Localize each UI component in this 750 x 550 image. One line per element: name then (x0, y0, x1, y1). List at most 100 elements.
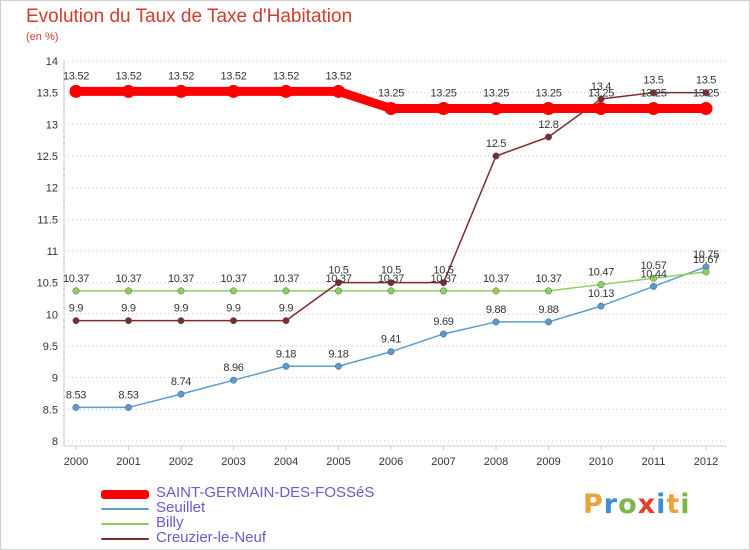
data-label: 9.18 (328, 348, 348, 360)
data-point (332, 84, 345, 98)
data-point (594, 102, 608, 115)
data-label: 10.57 (640, 260, 666, 272)
data-point (387, 348, 395, 356)
data-point (647, 102, 660, 115)
data-point (542, 102, 555, 115)
data-point (492, 152, 500, 160)
data-point (387, 287, 395, 295)
data-label: 13.25 (640, 88, 666, 100)
data-label: 10.44 (640, 268, 666, 280)
logo-letter: o (618, 489, 638, 520)
data-label: 8.74 (171, 376, 191, 388)
data-labels: 13.52 13.52 13.52 13.52 13.52 13.52 13.25 13.25… (63, 70, 720, 401)
data-label: 13.52 (220, 70, 246, 82)
y-tick-label: 10.5 (37, 278, 58, 290)
legend-label: Creuzier-le-Neuf (156, 529, 267, 546)
data-label: 9.9 (69, 303, 84, 315)
y-tick-label: 12 (46, 183, 58, 195)
data-point (387, 279, 395, 287)
logo-letter: x (637, 489, 657, 520)
y-tick-label: 11 (47, 246, 58, 258)
data-label: 13.5 (643, 75, 663, 87)
data-point (437, 102, 450, 115)
data-point (72, 287, 80, 295)
data-point (125, 287, 132, 295)
data-label: 13.52 (168, 70, 194, 82)
data-label: 10.67 (693, 254, 719, 266)
data-label: 13.52 (63, 70, 89, 82)
data-point (440, 279, 447, 287)
data-point (492, 287, 500, 295)
data-label: 13.52 (115, 70, 141, 82)
legend-swatch (101, 508, 149, 510)
series-lines (69, 84, 713, 411)
x-tick-label: 2002 (169, 456, 193, 468)
data-label: 10.47 (588, 267, 614, 279)
data-label: 13.5 (696, 75, 716, 87)
data-label: 13.25 (430, 88, 456, 100)
y-tick-label: 8 (52, 436, 58, 448)
x-tick-label: 2010 (589, 456, 613, 468)
data-label: 10.37 (325, 273, 351, 285)
x-tick-label: 2006 (379, 456, 403, 468)
data-label: 13.25 (378, 88, 404, 100)
x-tick-label: 2005 (326, 456, 350, 468)
data-label: 9.88 (486, 304, 506, 316)
x-tick-label: 2011 (642, 456, 666, 468)
data-point (227, 84, 240, 98)
data-label: 9.69 (433, 316, 453, 328)
data-point (702, 89, 710, 97)
data-label: 9.9 (121, 303, 136, 315)
x-tick-label: 2012 (694, 456, 718, 468)
data-label: 13.52 (325, 70, 351, 82)
data-point (174, 84, 188, 98)
data-label: 9.9 (226, 303, 241, 315)
data-point (384, 102, 398, 115)
x-tick-label: 2009 (536, 456, 560, 468)
series-line (76, 91, 706, 322)
data-point (230, 287, 237, 295)
data-label: 10.13 (588, 288, 614, 300)
data-label: 10.37 (378, 273, 404, 285)
x-tick-label: 2004 (274, 456, 298, 468)
y-tick-label: 9.5 (43, 341, 58, 353)
data-label: 9.88 (538, 304, 558, 316)
data-label: 8.53 (66, 389, 86, 401)
data-point (545, 287, 552, 295)
data-label: 9.18 (276, 348, 296, 360)
data-label: 9.41 (381, 334, 401, 346)
data-point (702, 268, 710, 276)
data-point (335, 287, 342, 295)
data-point (177, 317, 185, 325)
data-label: 12.8 (538, 119, 558, 131)
y-tick-label: 10 (46, 309, 58, 321)
data-label: 10.37 (115, 273, 141, 285)
data-label: 10.5 (433, 265, 453, 277)
y-tick-label: 13.5 (37, 88, 58, 100)
data-point (72, 317, 80, 325)
data-label: 10.37 (63, 273, 89, 285)
data-label: 13.25 (535, 88, 561, 100)
data-point (177, 390, 185, 398)
data-label: 10.37 (273, 273, 299, 285)
data-label: 13.25 (483, 88, 509, 100)
axes: 8 8.5 9 9.5 10 10.5 11 11.5 12 12.5 13 13.5 14 2000 20… (37, 56, 726, 468)
logo-letter: t (666, 489, 681, 520)
chart-unit: (en %) (26, 31, 59, 43)
logo-letter: i (680, 489, 691, 520)
logo-letter: P (583, 489, 604, 520)
data-point (440, 287, 447, 295)
logo-letter: r (603, 489, 619, 520)
data-point (597, 281, 605, 289)
data-point (440, 330, 447, 338)
data-point (282, 317, 290, 325)
data-label: 10.37 (220, 273, 246, 285)
data-point (335, 279, 342, 287)
legend-label: Billy (156, 514, 184, 531)
logo-letter: i (656, 489, 667, 520)
y-tick-label: 13 (46, 119, 58, 131)
data-point (335, 362, 342, 370)
data-point (489, 102, 503, 115)
data-point (545, 133, 552, 141)
